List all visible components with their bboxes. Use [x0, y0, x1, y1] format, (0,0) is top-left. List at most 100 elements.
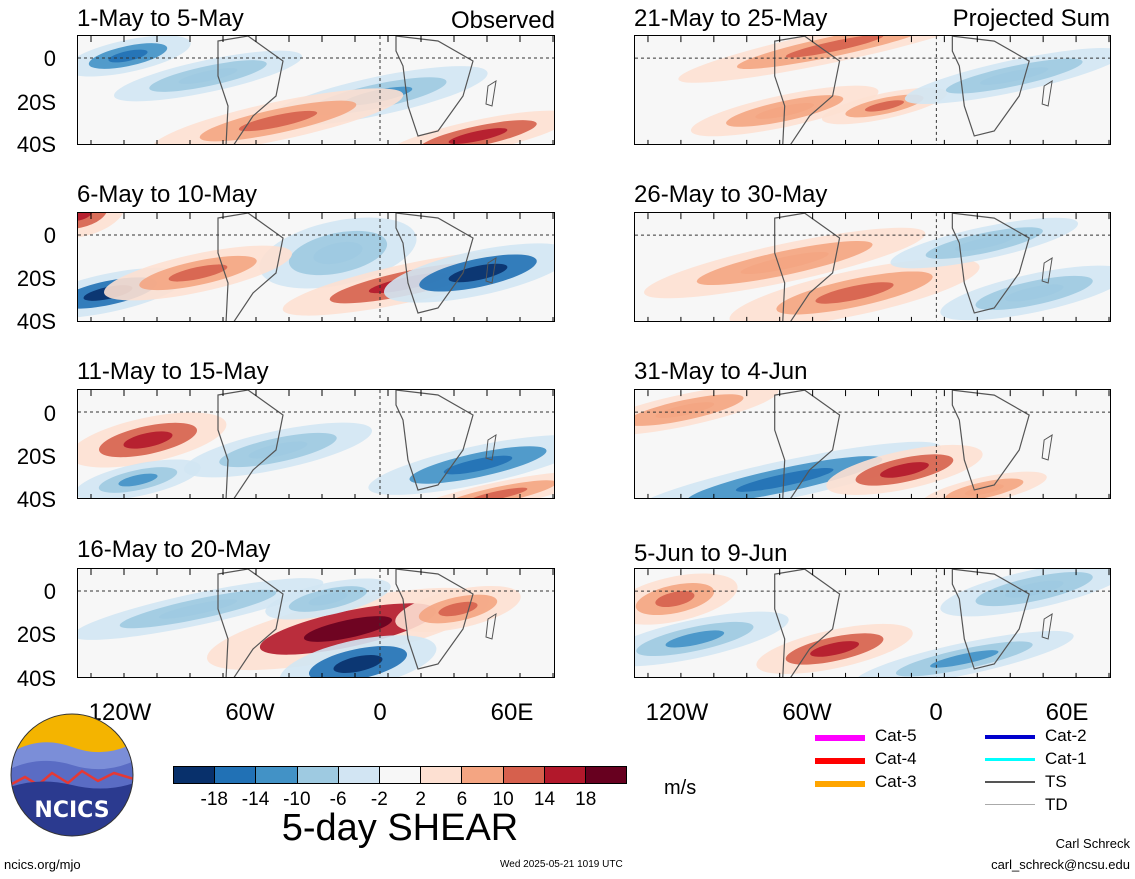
- south-america-outline: [774, 213, 841, 321]
- x-label-60e: 60E: [490, 699, 534, 726]
- y-label-20s: 20S: [16, 90, 56, 115]
- panel-title-right-4: 5-Jun to 9-Jun: [634, 540, 788, 567]
- logo-text: NCICS: [34, 798, 109, 823]
- south-america-outline: [217, 569, 284, 677]
- madagascar-outline: [485, 433, 497, 461]
- colorbar-swatch: [338, 767, 380, 783]
- x-label-120w: 120W: [645, 699, 709, 726]
- madagascar-outline: [1041, 613, 1053, 640]
- africa-outline: [395, 569, 474, 670]
- colorbar-swatch: [462, 767, 504, 783]
- colorbar-swatch: [544, 767, 586, 783]
- colorbar-swatch: [585, 767, 627, 783]
- panel-title-left-2: 6-May to 10-May: [77, 181, 258, 208]
- legend-label-ts: TS: [1045, 772, 1067, 791]
- south-america-outline: [774, 36, 841, 144]
- legend-label-cat5: Cat-5: [875, 726, 917, 745]
- south-america-outline: [217, 36, 284, 144]
- colorbar-swatch: [215, 767, 257, 783]
- y-label-40s: 40S: [16, 309, 56, 334]
- footer-url: ncics.org/mjo: [4, 857, 81, 872]
- legend-line-cat4: [815, 758, 865, 764]
- shear-map-panel-4: [77, 568, 555, 678]
- footer-timestamp: Wed 2025-05-21 1019 UTC: [500, 859, 623, 870]
- shear-map-panel-6: [634, 212, 1111, 322]
- y-label-40s: 40S: [16, 132, 56, 157]
- panel-title-right-2: 26-May to 30-May: [634, 181, 828, 208]
- x-label-0: 0: [373, 699, 387, 726]
- footer-author: Carl Schreck: [1055, 836, 1130, 851]
- y-label-20s: 20S: [16, 266, 56, 291]
- legend-label-cat4: Cat-4: [875, 749, 917, 768]
- south-america-outline: [774, 569, 841, 677]
- x-label-60w: 60W: [225, 699, 275, 726]
- y-label-0: 0: [43, 223, 56, 248]
- colorbar-tick-label: -10: [283, 789, 311, 810]
- south-america-outline: [217, 390, 284, 498]
- footer-email: carl_schreck@ncsu.edu: [991, 857, 1130, 872]
- south-america-outline: [774, 390, 841, 498]
- shear-map-panel-1: [77, 35, 555, 145]
- chart-title: 5-day SHEAR: [281, 807, 519, 849]
- y-label-40s: 40S: [16, 666, 56, 691]
- colorbar-tick-label: -14: [241, 789, 270, 810]
- y-label-0: 0: [43, 401, 56, 426]
- madagascar-outline: [1041, 434, 1053, 461]
- colorbar-swatches: [173, 766, 627, 784]
- y-label-20s: 20S: [16, 444, 56, 469]
- colorbar-tick-label: -2: [370, 789, 388, 810]
- colorbar-tick-label: -6: [329, 789, 347, 810]
- legend-line-cat3: [815, 781, 865, 787]
- panel-title-left-1: 1-May to 5-May: [77, 5, 244, 32]
- colorbar-tick-label: 2: [415, 789, 426, 810]
- africa-outline: [951, 213, 1030, 314]
- panel-tag-projected: Projected Sum: [952, 5, 1110, 32]
- colorbar-tick-label: -18: [200, 789, 228, 810]
- legend-line-ts: [985, 781, 1035, 783]
- colorbar-swatch: [379, 767, 422, 783]
- colorbar-swatch: [297, 767, 339, 783]
- madagascar-outline: [1041, 257, 1053, 284]
- colorbar-tick-label: 18: [575, 789, 597, 810]
- madagascar-outline: [485, 256, 497, 284]
- madagascar-outline: [485, 79, 497, 107]
- y-label-20s: 20S: [16, 622, 56, 647]
- panel-title-right-1: 21-May to 25-May: [634, 5, 828, 32]
- shear-map-panel-8: [634, 568, 1111, 678]
- africa-outline: [951, 569, 1030, 670]
- africa-outline: [951, 36, 1030, 137]
- panel-tag-observed: Observed: [450, 7, 555, 34]
- colorbar-swatch: [256, 767, 298, 783]
- colorbar-units: m/s: [664, 777, 697, 799]
- y-label-0: 0: [43, 46, 56, 71]
- legend-line-cat5: [815, 735, 865, 741]
- africa-outline: [395, 36, 474, 137]
- africa-outline: [395, 390, 474, 491]
- africa-outline: [395, 213, 474, 314]
- legend-line-cat1: [985, 758, 1035, 761]
- x-label-0: 0: [929, 699, 943, 726]
- x-label-60w: 60W: [782, 699, 832, 726]
- legend-line-td: [985, 804, 1035, 805]
- madagascar-outline: [485, 612, 497, 640]
- legend-label-cat1: Cat-1: [1045, 749, 1087, 768]
- panel-title-left-3: 11-May to 15-May: [77, 358, 269, 385]
- legend-label-td: TD: [1045, 795, 1068, 814]
- legend-label-cat2: Cat-2: [1045, 726, 1087, 745]
- shear-map-panel-2: [77, 212, 555, 322]
- shear-map-panel-5: [634, 35, 1111, 145]
- x-label-60e: 60E: [1045, 699, 1089, 726]
- ncics-logo: NCICS: [10, 713, 134, 837]
- y-label-40s: 40S: [16, 487, 56, 512]
- africa-outline: [951, 390, 1030, 491]
- colorbar-swatch: [503, 767, 545, 783]
- colorbar-tick-label: 10: [492, 789, 514, 810]
- legend-line-cat2: [985, 735, 1035, 739]
- colorbar-swatch: [421, 767, 463, 783]
- shear-map-panel-3: [77, 389, 555, 499]
- y-label-0: 0: [43, 579, 56, 604]
- south-america-outline: [217, 213, 284, 321]
- colorbar-tick-label: 6: [456, 789, 468, 810]
- shear-map-panel-7: [634, 389, 1111, 499]
- madagascar-outline: [1041, 80, 1053, 107]
